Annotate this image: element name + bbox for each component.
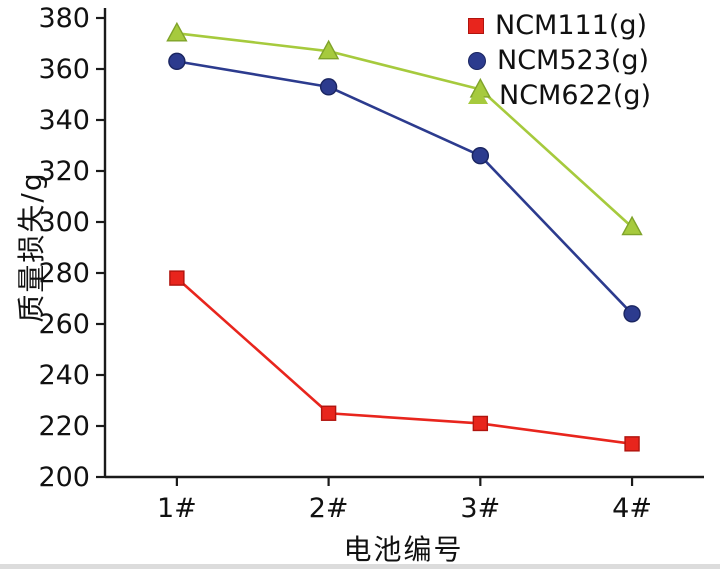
x-axis-ticks: 1# 2# 3# 4# [157, 477, 652, 524]
x-tick-label: 2# [309, 493, 349, 524]
bottom-border [0, 564, 720, 569]
data-point-triangle [317, 39, 340, 60]
data-point-triangle [621, 215, 643, 236]
legend-label: NCM523(g) [497, 45, 650, 76]
x-tick-label: 1# [157, 493, 197, 524]
data-point-square [624, 436, 640, 452]
data-point-circle [168, 52, 186, 71]
x-axis-title: 电池编号 [343, 533, 464, 566]
y-tick-label: 300 [38, 207, 90, 238]
legend-item: NCM111(g) [468, 8, 651, 43]
circle-marker-icon [468, 51, 486, 70]
axes [103, 8, 704, 479]
square-marker-icon [468, 17, 484, 34]
y-tick-label: 320 [38, 156, 90, 187]
y-tick-label: 340 [38, 105, 90, 136]
y-axis-ticks: 200 220 240 260 280 300 320 340 360 380 [38, 3, 105, 493]
y-tick-label: 240 [38, 360, 90, 391]
chart-legend: NCM111(g) NCM523(g) NCM622(g) [468, 8, 651, 113]
triangle-marker-icon [468, 87, 488, 104]
series-ncm111-g- [169, 270, 640, 452]
legend-label: NCM622(g) [499, 80, 652, 111]
y-tick-label: 360 [38, 54, 90, 85]
legend-item: NCM622(g) [468, 78, 651, 113]
x-tick-label: 4# [612, 493, 652, 524]
x-tick-label: 3# [460, 493, 500, 524]
y-tick-label: 220 [38, 411, 90, 442]
data-point-square [169, 270, 185, 286]
legend-label: NCM111(g) [495, 10, 648, 41]
data-point-triangle [166, 21, 188, 42]
legend-item: NCM523(g) [468, 43, 651, 78]
y-axis-title: 质量损失/g [15, 171, 48, 323]
data-point-circle [471, 146, 490, 165]
y-tick-label: 380 [38, 3, 90, 34]
data-point-circle [319, 78, 338, 96]
y-tick-label: 280 [38, 258, 90, 289]
y-tick-label: 260 [38, 309, 90, 340]
data-point-square [472, 415, 489, 432]
series-ncm523-g- [168, 52, 641, 323]
y-tick-label: 200 [38, 462, 90, 493]
data-point-circle [623, 305, 641, 323]
data-point-square [320, 405, 337, 421]
